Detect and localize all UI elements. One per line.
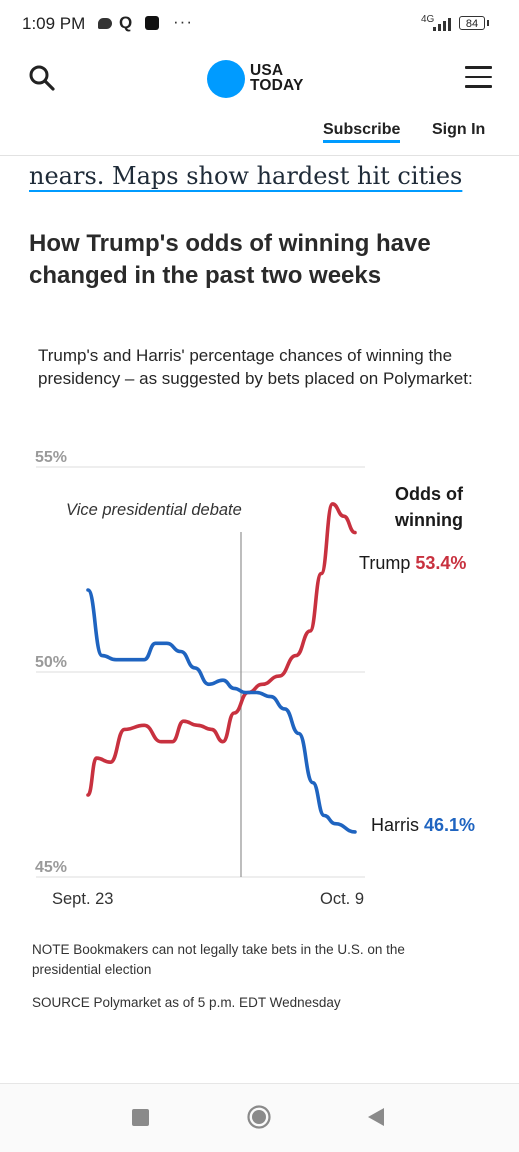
y-tick-label: 55% [35,449,67,466]
chart-note: NOTE Bookmakers can not legally take bet… [32,942,405,977]
legend-title-line-2: winning [394,510,463,530]
x-end-label: Oct. 9 [320,890,364,908]
logo-line-1: USA [250,62,284,79]
recent-apps-icon[interactable] [132,1109,149,1126]
x-start-label: Sept. 23 [52,890,113,908]
subscribe-link[interactable]: Subscribe [323,121,401,143]
hamburger-menu-icon[interactable] [465,66,492,88]
battery-icon: 84 [459,16,485,30]
series-line-trump [86,502,357,797]
status-time: 1:09 PM [22,14,86,33]
usa-today-wordmark[interactable]: USA TODAY [250,62,304,94]
article-heading: How Trump's odds of winning have changed… [29,230,431,289]
harris-value: 46.1% [424,815,475,835]
nav-divider [0,1083,519,1084]
series-line-harris [86,588,357,834]
y-tick-label: 45% [35,859,67,876]
debate-annotation: Vice presidential debate [66,501,242,519]
trump-value: 53.4% [415,553,466,573]
legend-title-line-1: Odds of [395,484,464,504]
odds-line-chart: 55% 50% 45% Vice presidential debate Odds of… [35,449,475,908]
header-divider [0,155,519,156]
back-icon[interactable] [367,1107,385,1127]
search-icon[interactable] [28,64,56,92]
network-type: 4G [421,14,435,25]
y-tick-label: 50% [35,654,67,671]
battery-tip [487,20,489,26]
logo-line-2: TODAY [250,77,304,94]
search-app-icon: Q [119,13,133,32]
app-square-icon [145,16,159,30]
message-icon [98,18,112,29]
chart-source: SOURCE Polymarket as of 5 p.m. EDT Wedne… [32,995,341,1010]
harris-label: Harris 46.1% [371,815,475,835]
more-dots-icon: ··· [173,12,193,31]
trump-label: Trump 53.4% [359,553,466,573]
chart-subtitle: Trump's and Harris' percentage chances o… [38,346,473,388]
home-icon[interactable] [247,1105,271,1129]
sign-in-link[interactable]: Sign In [432,121,486,138]
signal-icon [433,18,451,31]
related-headline-link[interactable]: nears. Maps show hardest hit cities [29,162,463,190]
usa-today-logo-icon[interactable] [207,60,245,98]
